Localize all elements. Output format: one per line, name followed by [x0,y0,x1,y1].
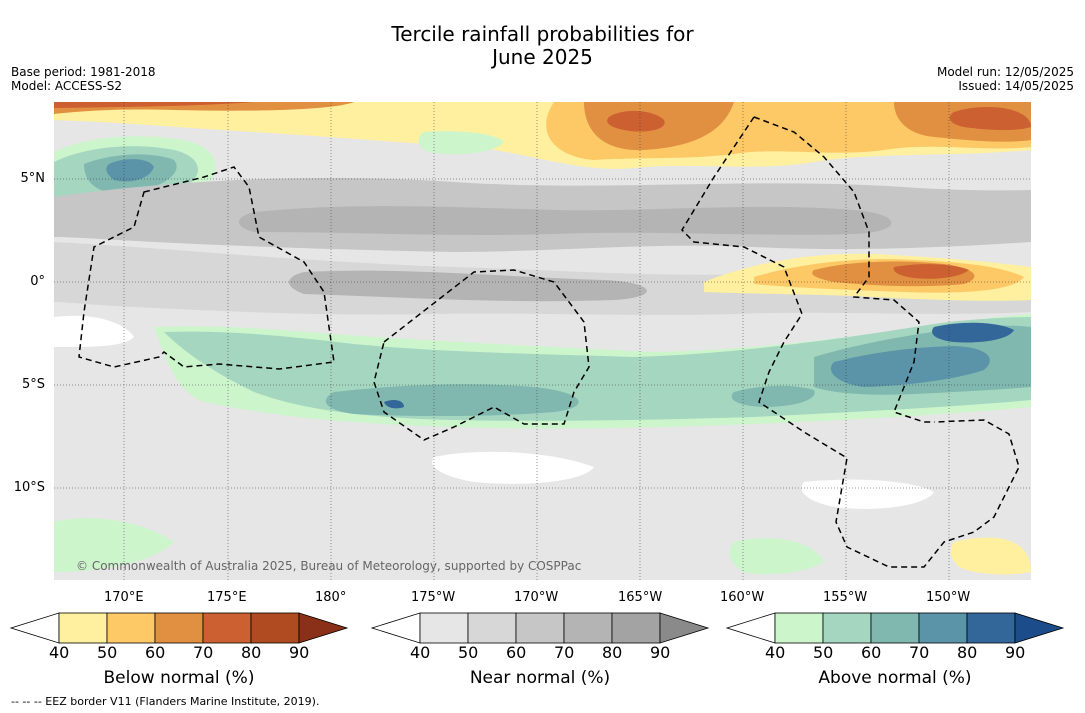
issued-date: Issued: 14/05/2025 [958,79,1074,93]
cb2-extend-right [659,612,710,644]
cb3-swatch-1 [822,612,872,644]
cb2-label-80: 80 [602,643,623,662]
graticule [54,102,1031,580]
cb2-label-40: 40 [410,643,431,662]
lon-tick-165W: 165°W [618,590,663,605]
above-normal-south-60c [731,385,815,407]
cb1-swatch-3 [202,612,252,644]
cb3-extend-left [725,612,776,644]
cb2-swatch-0 [419,612,469,644]
base-period: Base period: 1981-2018 [11,65,156,79]
near-normal-south-equator-70 [289,270,647,302]
cb1-swatch-0 [58,612,108,644]
above-normal-south-80b [384,399,404,409]
cb1-label-90: 90 [289,643,310,662]
cb1-swatch-2 [154,612,204,644]
eez-border-kiribati-line-south [681,116,1020,568]
lat-tick-10S: 10°S [13,480,45,495]
lat-tick-5S: 5°S [21,377,45,392]
lat-tick-5N: 5°N [20,171,46,186]
cb1-extend-right [298,612,349,644]
white-patch-south-central [432,451,594,484]
cb3-extend-right [1014,612,1065,644]
meta-right: Model run: 12/05/2025 Issued: 14/05/2025 [937,65,1074,93]
cb3-label-70: 70 [909,643,930,662]
cb2-swatch-2 [515,612,565,644]
above-normal-south-60a [325,384,579,417]
above-normal-south-70 [830,346,990,387]
cb2-swatch-4 [611,612,661,644]
cb2-label-70: 70 [554,643,575,662]
white-patch-south-east [801,479,934,509]
cb1-label-40: 40 [49,643,70,662]
eez-borders [78,116,1020,568]
cb3-label-90: 90 [1005,643,1026,662]
cb3-swatch-3 [918,612,968,644]
model-run: Model run: 12/05/2025 [936,65,1074,79]
below-normal-nw-70 [54,102,254,108]
lon-tick-180: 180° [315,590,347,605]
eez-border-kiribati-gilbert [78,166,335,370]
cb3-label-50: 50 [813,643,834,662]
cb2-title: Near normal (%) [469,668,611,688]
cb2-label-50: 50 [458,643,479,662]
above-normal-central-north-40 [418,131,504,155]
cb3-swatch-4 [966,612,1016,644]
eez-border-kiribati-phoenix [373,269,590,441]
cb1-extend-left [9,612,60,644]
below-normal-east-equator-70 [893,264,969,279]
chart-title-line2: June 2025 [492,45,593,69]
colorbars-svg [9,612,1065,644]
lon-tick-150W: 150°W [926,590,971,605]
cb3-label-60: 60 [861,643,882,662]
cb3-label-40: 40 [765,643,786,662]
meta-left: Base period: 1981-2018 Model: ACCESS-S2 [11,65,156,93]
cb2-extend-left [370,612,421,644]
cb1-swatch-4 [250,612,300,644]
lon-tick-160W: 160°W [720,590,765,605]
below-normal-se-40 [950,537,1031,575]
model-name: Model: ACCESS-S2 [11,79,123,93]
chart-title-line1: Tercile rainfall probabilities for [391,22,694,46]
cb3-title: Above normal (%) [818,668,972,688]
white-patch-west [54,315,134,347]
above-normal-nw-70 [106,159,154,182]
lon-tick-170W: 170°W [514,590,559,605]
lon-tick-175W: 175°W [411,590,456,605]
above-normal-sw-40 [54,518,174,572]
cb1-label-50: 50 [97,643,118,662]
map-svg [54,102,1031,580]
cb2-swatch-1 [467,612,517,644]
eez-border-kiribati-line-east [753,116,934,423]
above-normal-se-40 [729,538,824,575]
cb1-label-60: 60 [145,643,166,662]
lon-tick-170E: 170°E [104,590,144,605]
below-normal-north-70 [607,110,665,132]
near-normal-equator-70 [239,206,892,235]
lon-tick-175E: 175°E [207,590,247,605]
cb1-title: Below normal (%) [103,668,255,688]
cb1-swatch-1 [106,612,156,644]
cb2-label-90: 90 [650,643,671,662]
cb2-swatch-3 [563,612,613,644]
above-normal-south-80 [932,322,1014,343]
cb1-label-80: 80 [241,643,262,662]
cb3-label-80: 80 [957,643,978,662]
cb3-swatch-2 [870,612,920,644]
below-normal-ne-70 [949,107,1031,131]
cb3-swatch-0 [774,612,824,644]
cb1-label-70: 70 [193,643,214,662]
lon-tick-155W: 155°W [823,590,868,605]
map-panel: © Commonwealth of Australia 2025, Bureau… [54,102,1031,580]
copyright-notice: © Commonwealth of Australia 2025, Bureau… [76,559,582,573]
cb2-label-60: 60 [506,643,527,662]
lat-tick-0: 0° [30,274,45,289]
eez-legend: -- -- -- EEZ border V11 (Flanders Marine… [11,695,320,708]
